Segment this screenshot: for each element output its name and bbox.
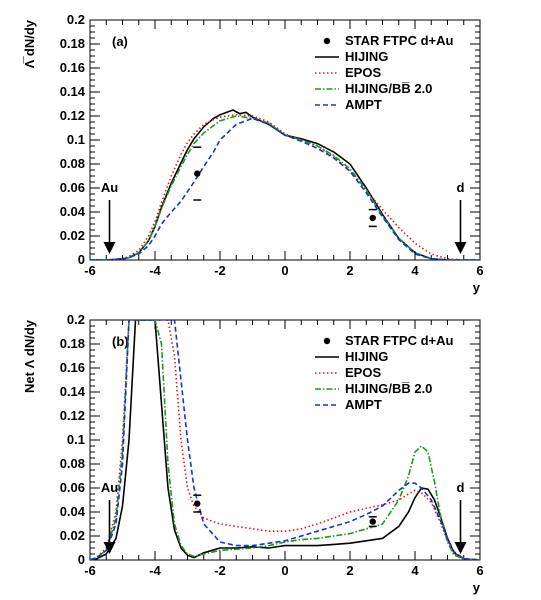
legend-label: EPOS — [345, 65, 381, 80]
beam-arrow-head — [454, 242, 467, 254]
legend-label: HIJING/BB̅ 2.0 — [345, 381, 432, 396]
curves — [90, 320, 480, 560]
y-tick-label: 0.12 — [60, 408, 85, 423]
y-axis-label: Net Λ dN/dy — [22, 319, 37, 393]
y-tick-label: 0.18 — [60, 336, 85, 351]
x-axis-label: y — [473, 280, 481, 295]
legend-marker-star — [323, 337, 331, 345]
beam-label-au: Au — [101, 480, 118, 495]
legend-label: EPOS — [345, 365, 381, 380]
beam-arrow-head — [103, 542, 116, 554]
y-tick-label: 0.04 — [60, 504, 86, 519]
series-line-hijing — [90, 109, 480, 260]
y-tick-label: 0.16 — [60, 60, 85, 75]
beam-arrow-head — [454, 542, 467, 554]
star-data-point — [194, 500, 201, 507]
y-tick-label: 0.02 — [60, 528, 85, 543]
y-tick-label: 0.1 — [67, 432, 85, 447]
x-tick-label: -4 — [149, 263, 161, 278]
x-tick-label: 4 — [411, 263, 419, 278]
x-tick-label: -4 — [149, 563, 161, 578]
y-tick-label: 0 — [78, 552, 85, 567]
y-tick-label: 0.02 — [60, 228, 85, 243]
beam-label-d: d — [457, 480, 465, 495]
star-data-point — [194, 170, 201, 177]
y-axis-label: Λ̅ dN/dy — [22, 19, 37, 68]
y-tick-label: 0.2 — [67, 12, 85, 27]
x-tick-label: 2 — [346, 263, 353, 278]
y-tick-label: 0.16 — [60, 360, 85, 375]
legend-marker-star — [323, 37, 331, 45]
x-tick-label: -6 — [84, 563, 96, 578]
legend-label: HIJING — [345, 49, 388, 64]
y-tick-label: 0.06 — [60, 180, 85, 195]
legend-label: HIJING — [345, 349, 388, 364]
plot-frame — [89, 19, 481, 261]
y-tick-label: 0.2 — [67, 312, 85, 327]
x-tick-label: 4 — [411, 563, 419, 578]
beam-label-au: Au — [101, 180, 118, 195]
y-tick-label: 0.06 — [60, 480, 85, 495]
x-tick-label: 0 — [281, 263, 288, 278]
series-line-ampt — [90, 320, 480, 560]
y-tick-label: 0.04 — [60, 204, 86, 219]
legend-label: AMPT — [345, 397, 382, 412]
x-tick-label: 0 — [281, 563, 288, 578]
star-data-point — [369, 214, 376, 222]
legend-label: AMPT — [345, 97, 382, 112]
star-data-point — [369, 518, 376, 525]
panel-b: -6 -4 -2 0 2 4 6 0 0.02 0.04 0.06 0.08 0.1 0.12 0.14 0.… — [22, 312, 484, 595]
y-tick-label: 0.12 — [60, 108, 85, 123]
x-tick-label: 6 — [476, 263, 483, 278]
legend-label-star: STAR FTPC d+Au — [345, 333, 454, 348]
beam-arrow-head — [103, 242, 116, 254]
y-tick-label: 0 — [78, 252, 85, 267]
y-tick-label: 0.14 — [60, 384, 86, 399]
x-tick-label: -2 — [214, 563, 226, 578]
y-tick-label: 0.08 — [60, 456, 85, 471]
series-line-epos — [90, 320, 480, 560]
y-tick-label: 0.08 — [60, 156, 85, 171]
legend-label: HIJING/BB̅ 2.0 — [345, 81, 432, 96]
beam-label-d: d — [457, 180, 465, 195]
series-line-hijing-bb-2-0 — [90, 320, 480, 560]
curves — [90, 109, 480, 260]
legend-label-star: STAR FTPC d+Au — [345, 33, 454, 48]
x-tick-label: 6 — [476, 563, 483, 578]
x-tick-label: 2 — [346, 563, 353, 578]
x-tick-label: -2 — [214, 263, 226, 278]
y-tick-label: 0.1 — [67, 132, 85, 147]
y-tick-label: 0.14 — [60, 84, 86, 99]
series-line-ampt — [90, 117, 480, 260]
x-tick-label: -6 — [84, 263, 96, 278]
x-axis-label: y — [473, 580, 481, 595]
y-tick-label: 0.18 — [60, 36, 85, 51]
panel-label: (b) — [112, 334, 129, 349]
plot-frame — [89, 319, 481, 561]
series-line-epos — [90, 113, 480, 260]
panel-label: (a) — [112, 34, 128, 49]
series-line-hijing — [90, 320, 480, 560]
panel-a: -6 -4 -2 0 2 4 6 0 0.02 0.04 0.06 0.08 0.1 0.12 0.14 0.… — [22, 12, 484, 295]
series-line-hijing-bb-2-0 — [90, 115, 480, 260]
